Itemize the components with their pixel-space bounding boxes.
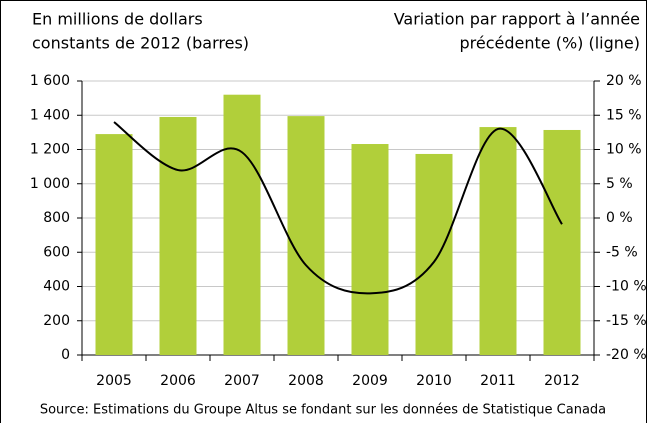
y-tick-label: 0 bbox=[61, 347, 70, 363]
y2-tick-label: -5 % bbox=[606, 244, 638, 260]
bar bbox=[479, 127, 517, 355]
y-tick-label: 600 bbox=[43, 244, 70, 260]
x-tick-label: 2009 bbox=[352, 373, 388, 389]
y2-tick-label: -15 % bbox=[606, 313, 647, 329]
bar bbox=[95, 134, 133, 355]
x-tick-label: 2012 bbox=[544, 373, 580, 389]
y-axis-title: constants de 2012 (barres) bbox=[32, 34, 249, 53]
y-tick-label: 1 400 bbox=[30, 107, 70, 123]
y2-tick-label: -20 % bbox=[606, 347, 647, 363]
y2-axis-title: précédente (%) (ligne) bbox=[460, 34, 641, 53]
y-tick-label: 400 bbox=[43, 279, 70, 295]
y2-tick-label: 15 % bbox=[606, 107, 642, 123]
source: Source: Estimations du Groupe Altus se f… bbox=[40, 403, 606, 418]
y-tick-label: 1 000 bbox=[30, 176, 70, 192]
y-axis-title: En millions de dollars bbox=[32, 10, 203, 29]
y2-tick-label: -10 % bbox=[606, 279, 647, 295]
bar bbox=[351, 144, 389, 355]
x-tick-label: 2011 bbox=[480, 373, 516, 389]
y-tick-label: 200 bbox=[43, 313, 70, 329]
x-tick-label: 2008 bbox=[288, 373, 324, 389]
y2-tick-label: 20 % bbox=[606, 73, 642, 89]
bar bbox=[159, 116, 197, 356]
line bbox=[113, 121, 563, 295]
x-tick-label: 2007 bbox=[224, 373, 260, 389]
y-tick-label: 800 bbox=[43, 210, 70, 226]
x-tick-label: 2010 bbox=[416, 373, 452, 389]
bar bbox=[415, 153, 453, 355]
y-tick-label: 1 600 bbox=[30, 73, 70, 89]
x-tick-label: 2006 bbox=[160, 373, 196, 389]
y2-tick-label: 0 % bbox=[606, 210, 633, 226]
x-tick-label: 2005 bbox=[96, 373, 132, 389]
y2-tick-label: 5 % bbox=[606, 176, 633, 192]
bar bbox=[287, 116, 325, 355]
y2-tick-label: 10 % bbox=[606, 142, 642, 158]
bar bbox=[223, 94, 261, 355]
y2-axis-title: Variation par rapport à l’année bbox=[394, 10, 640, 29]
y-tick-label: 1 200 bbox=[30, 142, 70, 158]
bar bbox=[543, 129, 581, 355]
